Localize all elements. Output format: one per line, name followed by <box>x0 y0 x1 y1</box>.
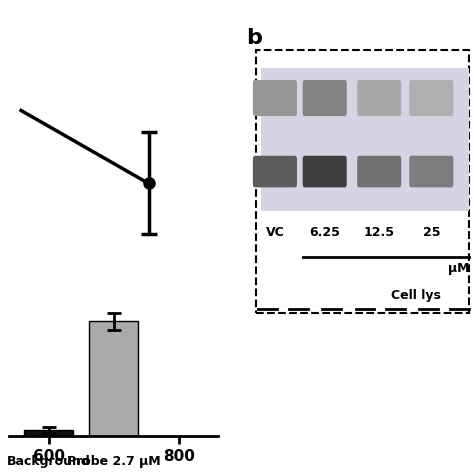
FancyBboxPatch shape <box>357 156 401 187</box>
Bar <box>261 68 469 210</box>
Text: Background: Background <box>7 455 91 468</box>
Text: 25: 25 <box>423 226 440 239</box>
Bar <box>24 430 73 436</box>
Text: Cell lys: Cell lys <box>391 289 441 301</box>
FancyBboxPatch shape <box>253 80 297 116</box>
Text: b: b <box>246 28 262 48</box>
Bar <box>256 50 469 313</box>
FancyBboxPatch shape <box>409 156 453 187</box>
Text: 12.5: 12.5 <box>364 226 395 239</box>
Bar <box>89 321 138 436</box>
FancyBboxPatch shape <box>302 80 346 116</box>
FancyBboxPatch shape <box>253 156 297 187</box>
Text: μM: μM <box>448 262 469 275</box>
Text: VC: VC <box>265 226 284 239</box>
Text: Probe 2.7 μM: Probe 2.7 μM <box>67 455 161 468</box>
FancyBboxPatch shape <box>409 80 453 116</box>
FancyBboxPatch shape <box>302 156 346 187</box>
FancyBboxPatch shape <box>357 80 401 116</box>
Text: 6.25: 6.25 <box>309 226 340 239</box>
